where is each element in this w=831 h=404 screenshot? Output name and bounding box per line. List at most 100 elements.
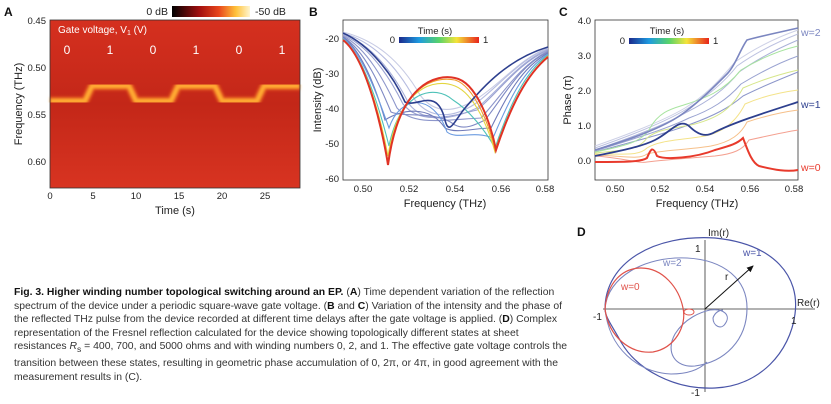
legend-title: Time (s) xyxy=(418,26,452,37)
xtick-label: 0.54 xyxy=(696,184,715,195)
intensity-curve xyxy=(342,31,549,110)
tick-top: 1 xyxy=(695,244,701,255)
phase-curve-w2 xyxy=(594,27,799,151)
xtick-label: 0.56 xyxy=(492,184,511,195)
r-label: r xyxy=(725,272,729,283)
intensity-curve xyxy=(342,38,549,150)
xtick-label: 5 xyxy=(90,191,95,202)
caption-text: ( xyxy=(343,287,350,298)
legend-colorbar xyxy=(629,38,709,44)
panel-a-xlabel: Time (s) xyxy=(155,205,195,217)
curve-label-w0: w=0 xyxy=(620,282,640,293)
ytick-label: 1.0 xyxy=(578,121,591,132)
segment-label: 1 xyxy=(107,43,114,57)
caption-text: and xyxy=(334,300,358,312)
curve-label-w1: w=1 xyxy=(742,248,762,259)
ytick-label: -50 xyxy=(325,139,339,150)
panel-a-label: A xyxy=(4,5,13,19)
phase-curve xyxy=(594,33,799,149)
panel-c: C Time (s) 0 1 w=2 w=1 w=0 4.0 3.0 2.0 1… xyxy=(559,5,821,210)
xtick-label: 0.50 xyxy=(354,184,373,195)
ytick-label: 0.55 xyxy=(28,110,47,121)
segment-label: 0 xyxy=(64,43,71,57)
curve-label-w2: w=2 xyxy=(662,258,682,269)
segment-label: 1 xyxy=(279,43,286,57)
panel-b-label: B xyxy=(309,5,318,19)
segment-label: 0 xyxy=(236,43,243,57)
panel-c-legend: Time (s) 0 1 xyxy=(620,26,719,47)
caption-ref: C xyxy=(357,300,366,312)
xtick-label: 0.50 xyxy=(606,184,625,195)
panel-b-yticks: -20 -30 -40 -50 -60 xyxy=(325,34,339,185)
caption-text: = 400, 700, and 5000 ohms and with windi… xyxy=(14,341,567,383)
legend-max: 1 xyxy=(713,36,718,47)
panel-b-ylabel: Intensity (dB) xyxy=(312,68,324,133)
tick-left: -1 xyxy=(593,312,602,323)
colorbar-left-label: 0 dB xyxy=(146,6,168,18)
colorbar xyxy=(172,6,250,17)
phase-curve xyxy=(594,39,799,151)
caption-ref: A xyxy=(349,287,358,298)
series-label-w2: w=2 xyxy=(800,27,821,39)
xtick-label: 15 xyxy=(174,191,185,202)
curve-w2 xyxy=(604,257,748,367)
phase-curve-w1 xyxy=(594,101,799,157)
legend-max: 1 xyxy=(483,35,488,46)
caption-text: ) Complex representation of the Fresnel … xyxy=(14,314,558,353)
panel-c-xticks: 0.50 0.52 0.54 0.56 0.58 xyxy=(606,184,804,195)
panel-b-legend: Time (s) 0 1 xyxy=(390,26,489,46)
xtick-label: 0 xyxy=(47,191,52,202)
series-label-w1: w=1 xyxy=(800,99,821,111)
xtick-label: 0.52 xyxy=(400,184,419,195)
ytick-label: 0.50 xyxy=(28,63,47,74)
legend-min: 0 xyxy=(390,35,395,46)
curve-w1 xyxy=(604,237,797,389)
xtick-label: 0.56 xyxy=(741,184,760,195)
intensity-curve xyxy=(342,34,549,119)
xtick-label: 20 xyxy=(217,191,228,202)
phase-curve xyxy=(594,29,799,147)
gate-voltage-annotation: Gate voltage, V1 (V) xyxy=(58,25,147,37)
xtick-label: 0.58 xyxy=(785,184,804,195)
xtick-label: 0.58 xyxy=(536,184,555,195)
ytick-label: 0.60 xyxy=(28,157,47,168)
series-label-w0: w=0 xyxy=(800,162,821,174)
ytick-label: 0.45 xyxy=(28,16,47,27)
xtick-label: 0.52 xyxy=(651,184,670,195)
panel-b-xlabel: Frequency (THz) xyxy=(404,198,487,210)
ytick-label: 2.0 xyxy=(578,86,591,97)
ytick-label: -30 xyxy=(325,69,339,80)
intensity-curve-red xyxy=(342,39,549,166)
intensity-curve xyxy=(342,37,549,139)
panel-b-xticks: 0.50 0.52 0.54 0.56 0.58 xyxy=(354,184,555,195)
tick-bottom: -1 xyxy=(691,388,700,399)
intensity-curve xyxy=(342,35,549,122)
intensity-curve xyxy=(342,32,549,116)
phase-curve xyxy=(594,129,799,163)
panel-c-label: C xyxy=(559,5,568,19)
xtick-label: 25 xyxy=(260,191,271,202)
colorbar-right-label: -50 dB xyxy=(255,6,286,18)
caption-subscript: s xyxy=(76,344,82,355)
phase-curve xyxy=(594,45,799,153)
panel-c-yticks: 4.0 3.0 2.0 1.0 0.0 xyxy=(578,16,591,167)
intensity-curve xyxy=(342,36,549,128)
ytick-label: -60 xyxy=(325,174,339,185)
panel-a-frame xyxy=(49,19,301,189)
curve-w0-inner-loop xyxy=(683,308,695,316)
ytick-label: 0.0 xyxy=(578,156,591,167)
imag-axis-label: Im(r) xyxy=(708,228,729,239)
legend-title: Time (s) xyxy=(650,26,684,37)
phase-curve xyxy=(594,109,799,158)
intensity-curve-dark xyxy=(342,32,549,128)
caption-title: Fig. 3. Higher winding number topologica… xyxy=(14,287,344,298)
caption-ref: D xyxy=(502,314,510,326)
panel-c-xlabel: Frequency (THz) xyxy=(656,198,739,210)
curve-w0 xyxy=(604,267,685,353)
panel-a: A 0 dB -50 dB Gate voltage, V1 (V) 0 1 0… xyxy=(4,5,301,217)
caption-symbol: R xyxy=(69,341,77,353)
xtick-label: 0.54 xyxy=(446,184,465,195)
phase-curve xyxy=(594,89,799,155)
panel-a-yticks: 0.45 0.50 0.55 0.60 xyxy=(28,16,47,168)
segment-label: 0 xyxy=(150,43,157,57)
